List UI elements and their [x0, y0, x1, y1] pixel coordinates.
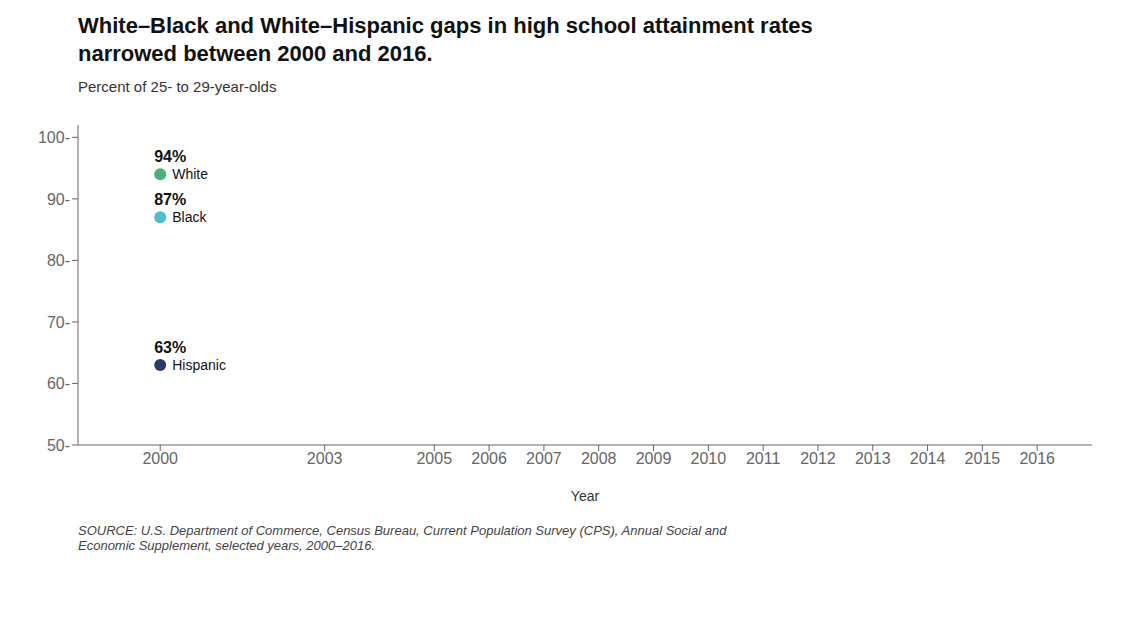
svg-text:2005: 2005 [416, 450, 452, 467]
svg-text:2006: 2006 [471, 450, 507, 467]
svg-text:2008: 2008 [581, 450, 617, 467]
svg-text:2015: 2015 [965, 450, 1001, 467]
svg-text:White: White [172, 166, 208, 182]
svg-text:87%: 87% [154, 191, 186, 208]
svg-text:60-: 60- [47, 375, 70, 392]
svg-text:2009: 2009 [636, 450, 672, 467]
html-text:Economic Supplement, selected: Economic Supplement, selected years, 200… [78, 538, 375, 553]
svg-text:80-: 80- [47, 252, 70, 269]
svg-text:2014: 2014 [910, 450, 946, 467]
svg-text:2011: 2011 [746, 450, 781, 467]
svg-text:63%: 63% [154, 339, 186, 356]
svg-text:2013: 2013 [855, 450, 891, 467]
html-text:White–Black and White–Hispanic: White–Black and White–Hispanic gaps in h… [78, 13, 813, 38]
svg-text:90-: 90- [47, 191, 70, 208]
html-text:SOURCE: U.S. Department of Com: SOURCE: U.S. Department of Commerce, Cen… [78, 523, 727, 538]
svg-text:2012: 2012 [800, 450, 836, 467]
svg-text:2000: 2000 [142, 450, 178, 467]
svg-text:94%: 94% [154, 148, 186, 165]
svg-text:2010: 2010 [691, 450, 727, 467]
svg-text:2007: 2007 [526, 450, 562, 467]
html-text:Percent of 25- to 29-year-olds: Percent of 25- to 29-year-olds [78, 78, 277, 95]
svg-text:70-: 70- [47, 314, 70, 331]
svg-text:2003: 2003 [307, 450, 343, 467]
svg-text:Hispanic: Hispanic [172, 357, 226, 373]
svg-text:Year: Year [571, 488, 600, 504]
svg-text:100-: 100- [38, 129, 70, 146]
html-text:narrowed between 2000 and 2016: narrowed between 2000 and 2016. [78, 41, 433, 66]
svg-text:2016: 2016 [1019, 450, 1055, 467]
svg-text:50-: 50- [47, 437, 70, 454]
svg-text:Black: Black [172, 209, 207, 225]
